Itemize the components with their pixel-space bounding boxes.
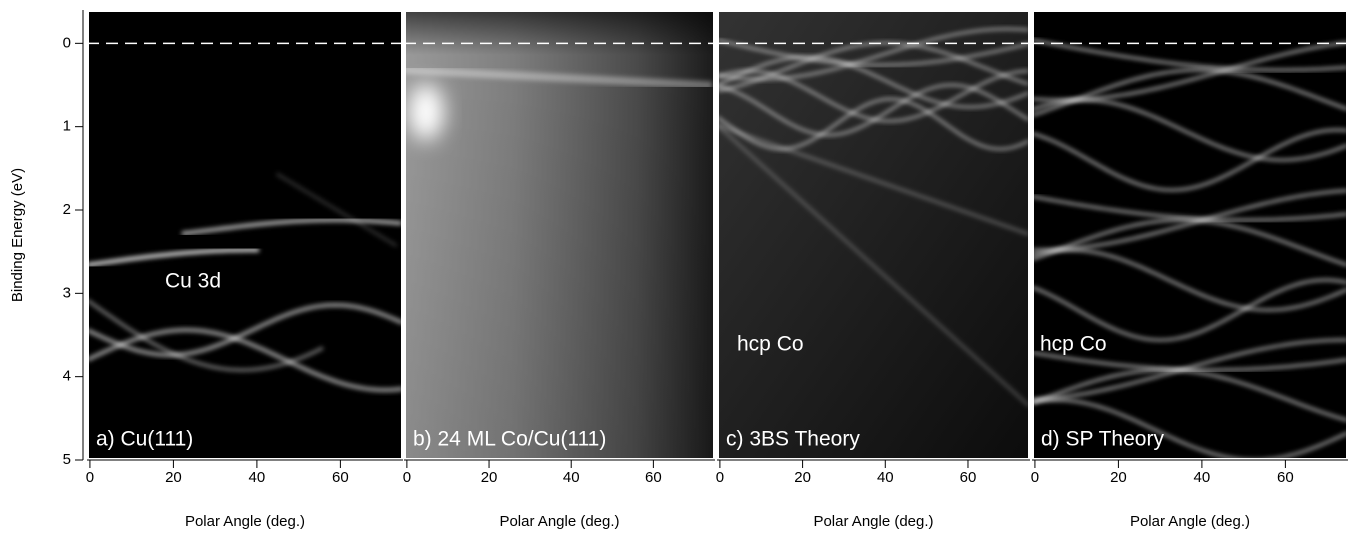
x-axis-label: Polar Angle (deg.) (1130, 513, 1250, 530)
band-curve (1032, 351, 1348, 372)
y-tick-label: 0 (63, 34, 71, 51)
band-curve (1032, 338, 1348, 401)
band-curve (717, 55, 1030, 109)
x-tick-label: 20 (481, 469, 498, 486)
panel-frame (87, 10, 403, 460)
x-tick-label: 0 (716, 469, 724, 486)
band-curve (87, 302, 403, 357)
x-tick-label: 40 (877, 469, 894, 486)
band-curve (275, 172, 398, 248)
panel-frame (717, 10, 1030, 460)
x-axis-label: Polar Angle (deg.) (185, 513, 305, 530)
image-panel (1032, 10, 1348, 460)
band-curve (87, 328, 403, 392)
image-bg (87, 10, 403, 460)
panel-frame (404, 10, 715, 460)
x-tick-label: 0 (86, 469, 94, 486)
x-tick-label: 40 (563, 469, 580, 486)
bright-spot (408, 84, 444, 140)
y-tick-label: 5 (63, 451, 71, 468)
band-curve (1032, 398, 1348, 460)
image-panel (404, 10, 715, 460)
x-tick-label: 40 (249, 469, 266, 486)
x-tick-label: 60 (960, 469, 977, 486)
y-tick-label: 4 (63, 368, 71, 385)
x-tick-label: 20 (1110, 469, 1127, 486)
band-curve (1032, 128, 1348, 192)
panel-frame (1032, 10, 1348, 460)
panel-label: b) 24 ML Co/Cu(111) (413, 428, 606, 451)
band-curve (404, 66, 713, 90)
band-curve (87, 298, 324, 372)
y-tick-label: 1 (63, 118, 71, 135)
band-curve (1032, 195, 1348, 222)
band-curve (1032, 38, 1348, 72)
band-curve (717, 123, 1030, 236)
band-curve (1032, 278, 1348, 342)
band-curve (717, 27, 1030, 81)
annotation: hcp Co (737, 333, 804, 356)
band-curve (717, 38, 1030, 67)
band-curve (1032, 248, 1348, 312)
y-tick-label: 2 (63, 201, 71, 218)
panel-label: c) 3BS Theory (726, 428, 860, 451)
band-curve (1032, 98, 1348, 162)
x-tick-label: 60 (332, 469, 349, 486)
x-tick-label: 0 (403, 469, 411, 486)
x-tick-label: 0 (1031, 469, 1039, 486)
x-axis-label: Polar Angle (deg.) (499, 513, 619, 530)
band-curve (1032, 68, 1348, 117)
band-curve (181, 218, 402, 236)
image-panel (717, 10, 1030, 460)
band-curve (1032, 189, 1348, 252)
band-curve (87, 248, 259, 267)
annotation: Cu 3d (165, 270, 221, 293)
image-bg (1032, 10, 1348, 460)
panel-label: d) SP Theory (1041, 428, 1164, 451)
image-panel (87, 10, 403, 460)
band-curve (717, 123, 1030, 407)
x-tick-label: 20 (165, 469, 182, 486)
x-tick-label: 40 (1194, 469, 1211, 486)
y-tick-label: 3 (63, 284, 71, 301)
band-curve (717, 83, 1030, 137)
annotation: hcp Co (1040, 333, 1107, 356)
band-curve (717, 97, 1030, 151)
x-tick-label: 60 (1277, 469, 1294, 486)
x-tick-label: 20 (794, 469, 811, 486)
x-tick-label: 60 (645, 469, 662, 486)
panel-label: a) Cu(111) (96, 428, 193, 451)
band-curve (1032, 218, 1348, 267)
x-axis-label: Polar Angle (deg.) (813, 513, 933, 530)
y-axis-label: Binding Energy (eV) (9, 168, 26, 302)
band-curve (1032, 368, 1348, 422)
